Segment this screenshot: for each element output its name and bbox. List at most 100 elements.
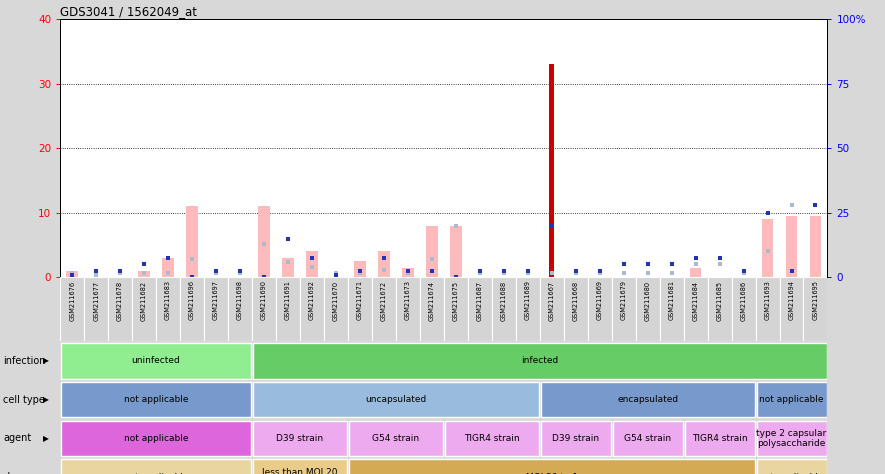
Bar bbox=[612, 277, 635, 341]
Text: GSM211671: GSM211671 bbox=[357, 281, 363, 320]
Point bbox=[257, 273, 271, 281]
Point bbox=[89, 271, 104, 279]
Text: GSM211680: GSM211680 bbox=[644, 281, 650, 320]
Bar bbox=[372, 277, 396, 341]
Text: TIGR4 strain: TIGR4 strain bbox=[692, 434, 748, 443]
Point bbox=[233, 270, 247, 277]
Bar bbox=[550, 64, 554, 277]
Bar bbox=[253, 459, 347, 474]
Point bbox=[641, 270, 655, 277]
Point bbox=[329, 270, 343, 277]
Point bbox=[617, 270, 631, 277]
Bar bbox=[108, 277, 132, 341]
Point bbox=[473, 270, 487, 277]
Text: ▶: ▶ bbox=[43, 356, 50, 365]
Text: GSM211669: GSM211669 bbox=[596, 281, 603, 320]
Bar bbox=[61, 382, 251, 418]
Point bbox=[161, 254, 175, 262]
Point bbox=[304, 263, 319, 271]
Bar bbox=[282, 258, 294, 277]
Text: GSM211677: GSM211677 bbox=[93, 281, 99, 320]
Text: GSM211684: GSM211684 bbox=[693, 281, 698, 320]
Text: GSM211668: GSM211668 bbox=[573, 281, 579, 320]
Text: not applicable: not applicable bbox=[759, 395, 824, 404]
Point bbox=[569, 267, 583, 274]
Point bbox=[113, 267, 127, 274]
Point bbox=[712, 254, 727, 262]
Text: D39 strain: D39 strain bbox=[276, 434, 324, 443]
Point bbox=[784, 201, 798, 209]
Bar bbox=[324, 277, 348, 341]
Text: GDS3041 / 1562049_at: GDS3041 / 1562049_at bbox=[60, 5, 197, 18]
Bar bbox=[810, 216, 821, 277]
Text: GSM211678: GSM211678 bbox=[117, 281, 123, 320]
Bar bbox=[61, 343, 251, 379]
Bar bbox=[349, 420, 442, 456]
Point bbox=[449, 273, 463, 281]
Text: GSM211676: GSM211676 bbox=[69, 281, 75, 320]
Bar bbox=[588, 277, 612, 341]
Bar bbox=[804, 277, 827, 341]
Bar bbox=[348, 277, 372, 341]
Text: ▶: ▶ bbox=[43, 473, 50, 474]
Point bbox=[496, 267, 511, 274]
Bar bbox=[378, 252, 389, 277]
Text: infected: infected bbox=[521, 356, 558, 365]
Bar bbox=[540, 277, 564, 341]
Text: D39 strain: D39 strain bbox=[552, 434, 599, 443]
Bar bbox=[300, 277, 324, 341]
Point bbox=[329, 271, 343, 279]
Text: GSM211691: GSM211691 bbox=[285, 281, 291, 320]
Bar bbox=[306, 252, 318, 277]
Text: G54 strain: G54 strain bbox=[624, 434, 671, 443]
Text: type 2 capsular
polysaccharide: type 2 capsular polysaccharide bbox=[757, 429, 827, 448]
Point bbox=[808, 201, 822, 209]
Text: GSM211694: GSM211694 bbox=[789, 281, 795, 320]
Point bbox=[281, 235, 295, 242]
Bar bbox=[635, 277, 659, 341]
Bar bbox=[445, 420, 539, 456]
Point bbox=[65, 271, 80, 279]
Bar bbox=[258, 206, 270, 277]
Bar bbox=[689, 268, 701, 277]
Point bbox=[641, 261, 655, 268]
Bar bbox=[253, 343, 827, 379]
Bar bbox=[762, 219, 773, 277]
Point bbox=[808, 201, 822, 209]
Bar bbox=[252, 277, 276, 341]
Text: GSM211673: GSM211673 bbox=[404, 281, 411, 320]
Bar bbox=[732, 277, 756, 341]
Bar bbox=[683, 277, 708, 341]
Text: infection: infection bbox=[3, 356, 45, 366]
Point bbox=[377, 266, 391, 273]
Text: GSM211686: GSM211686 bbox=[741, 281, 747, 320]
Point bbox=[665, 261, 679, 268]
Point bbox=[544, 222, 558, 229]
Text: uncapsulated: uncapsulated bbox=[366, 395, 427, 404]
Text: ▶: ▶ bbox=[43, 434, 50, 443]
Text: GSM211698: GSM211698 bbox=[237, 281, 243, 320]
Point bbox=[689, 254, 703, 262]
Bar bbox=[780, 277, 804, 341]
Text: ▶: ▶ bbox=[43, 395, 50, 404]
Text: cell type: cell type bbox=[3, 394, 45, 405]
Text: not applicable: not applicable bbox=[124, 473, 189, 474]
Point bbox=[593, 267, 607, 274]
Bar bbox=[757, 459, 827, 474]
Text: GSM211695: GSM211695 bbox=[812, 281, 819, 320]
Point bbox=[233, 267, 247, 274]
Text: GSM211683: GSM211683 bbox=[165, 281, 171, 320]
Point bbox=[137, 270, 151, 277]
Point bbox=[161, 270, 175, 277]
Point bbox=[209, 267, 223, 274]
Bar bbox=[61, 459, 251, 474]
Point bbox=[473, 267, 487, 274]
Point bbox=[617, 261, 631, 268]
Bar bbox=[228, 277, 252, 341]
Bar bbox=[541, 420, 611, 456]
Bar bbox=[60, 277, 84, 341]
Bar bbox=[612, 420, 682, 456]
Point bbox=[425, 255, 439, 263]
Bar bbox=[354, 261, 366, 277]
Text: GSM211670: GSM211670 bbox=[333, 281, 339, 320]
